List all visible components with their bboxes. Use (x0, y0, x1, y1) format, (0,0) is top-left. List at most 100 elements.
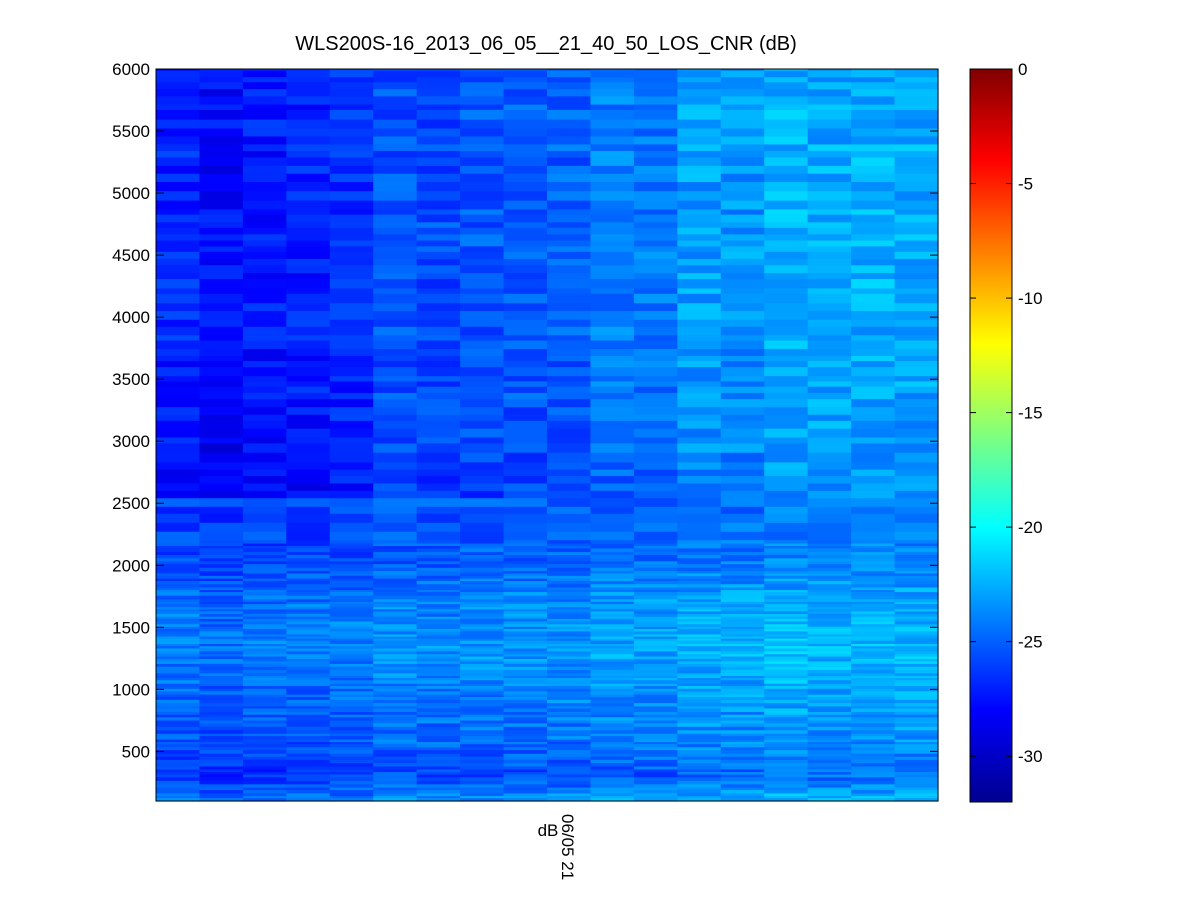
heatmap-cell (720, 76, 765, 83)
heatmap-cell (416, 756, 461, 760)
heatmap-cell (851, 165, 896, 174)
heatmap-cell (329, 608, 374, 612)
heatmap-cell (416, 643, 461, 647)
heatmap-cell (633, 398, 678, 408)
heatmap-cell (416, 688, 461, 692)
heatmap-cell (590, 497, 635, 507)
heatmap-cell (373, 233, 418, 241)
heatmap-cell (720, 608, 765, 612)
heatmap-cell (373, 650, 418, 655)
heatmap-cell (633, 272, 678, 280)
heatmap-cell (764, 685, 809, 689)
heatmap-cell (416, 293, 461, 304)
heatmap-cell (373, 264, 418, 274)
heatmap-cell (894, 150, 939, 158)
heatmap-cell (547, 575, 592, 579)
heatmap-cell (329, 792, 374, 797)
heatmap-cell (807, 468, 852, 477)
heatmap-cell (286, 557, 331, 562)
heatmap-cell (242, 789, 287, 794)
heatmap-cell (329, 278, 374, 289)
heatmap-cell (503, 603, 548, 608)
heatmap-cell (199, 375, 244, 382)
heatmap-cell (851, 302, 896, 312)
heatmap-cell (199, 690, 244, 695)
heatmap-cell (590, 560, 635, 565)
heatmap-cell (851, 251, 896, 259)
heatmap-cell (894, 666, 939, 670)
heatmap-cell (720, 598, 765, 602)
heatmap-cell (286, 567, 331, 572)
heatmap-cell (156, 310, 201, 320)
heatmap-cell (764, 490, 809, 499)
heatmap-cell (677, 76, 722, 83)
heatmap-cell (373, 616, 418, 619)
heatmap-cell (503, 334, 548, 341)
heatmap-cell (894, 773, 939, 778)
heatmap-cell (894, 278, 939, 289)
heatmap-cell (720, 666, 765, 670)
heatmap-cell (156, 735, 201, 740)
heatmap-cell (286, 580, 331, 585)
heatmap-cell (720, 688, 765, 692)
heatmap-cell (807, 719, 852, 724)
heatmap-cell (894, 545, 939, 549)
heatmap-cell (416, 616, 461, 619)
heatmap-cell (547, 420, 592, 429)
heatmap-cell (720, 603, 765, 608)
heatmap-cell (286, 406, 331, 415)
heatmap-cell (633, 69, 678, 78)
heatmap-cell (547, 287, 592, 294)
heatmap-cell (851, 616, 896, 619)
colorbar-tick-label: -25 (1018, 633, 1043, 652)
heatmap-cell (199, 628, 244, 632)
heatmap-cell (242, 221, 287, 228)
heatmap-cell (242, 452, 287, 463)
heatmap-cell (156, 143, 201, 151)
heatmap-cell (720, 375, 765, 382)
heatmap-cell (547, 613, 592, 617)
heatmap-cell (416, 690, 461, 695)
heatmap-cell (633, 603, 678, 608)
heatmap-cell (199, 570, 244, 574)
heatmap-cell (633, 726, 678, 731)
heatmap-cell (894, 768, 939, 773)
heatmap-cell (503, 547, 548, 553)
heatmap-cell (851, 759, 896, 764)
heatmap-cell (199, 109, 244, 120)
heatmap-cell (764, 773, 809, 778)
heatmap-cell (590, 797, 635, 802)
heatmap-cell (460, 633, 505, 637)
heatmap-cell (677, 699, 722, 704)
heatmap-cell (590, 475, 635, 484)
heatmap-cell (547, 776, 592, 781)
heatmap-cell (633, 339, 678, 349)
heatmap-cell (807, 729, 852, 734)
heatmap-cell (503, 759, 548, 764)
heatmap-cell (416, 490, 461, 499)
heatmap-cell (764, 635, 809, 639)
heatmap-cell (764, 638, 809, 641)
heatmap-cell (677, 326, 722, 336)
heatmap-cell (851, 190, 896, 201)
heatmap-cell (677, 620, 722, 625)
heatmap-cell (416, 589, 461, 593)
heatmap-cell (894, 272, 939, 280)
heatmap-cell (329, 675, 374, 679)
heatmap-cell (156, 650, 201, 655)
heatmap-cell (373, 95, 418, 105)
heatmap-cell (894, 200, 939, 210)
heatmap-cell (807, 762, 852, 767)
heatmap-cell (460, 278, 505, 289)
heatmap-cell (503, 375, 548, 382)
heatmap-cell (547, 663, 592, 667)
heatmap-cell (460, 690, 505, 695)
heatmap-cell (503, 669, 548, 674)
heatmap-cell (460, 414, 505, 421)
heatmap-cell (720, 221, 765, 228)
heatmap-cell (199, 547, 244, 553)
heatmap-cell (329, 601, 374, 605)
heatmap-cell (416, 683, 461, 686)
heatmap-cell (286, 545, 331, 549)
heatmap-cell (373, 428, 418, 438)
